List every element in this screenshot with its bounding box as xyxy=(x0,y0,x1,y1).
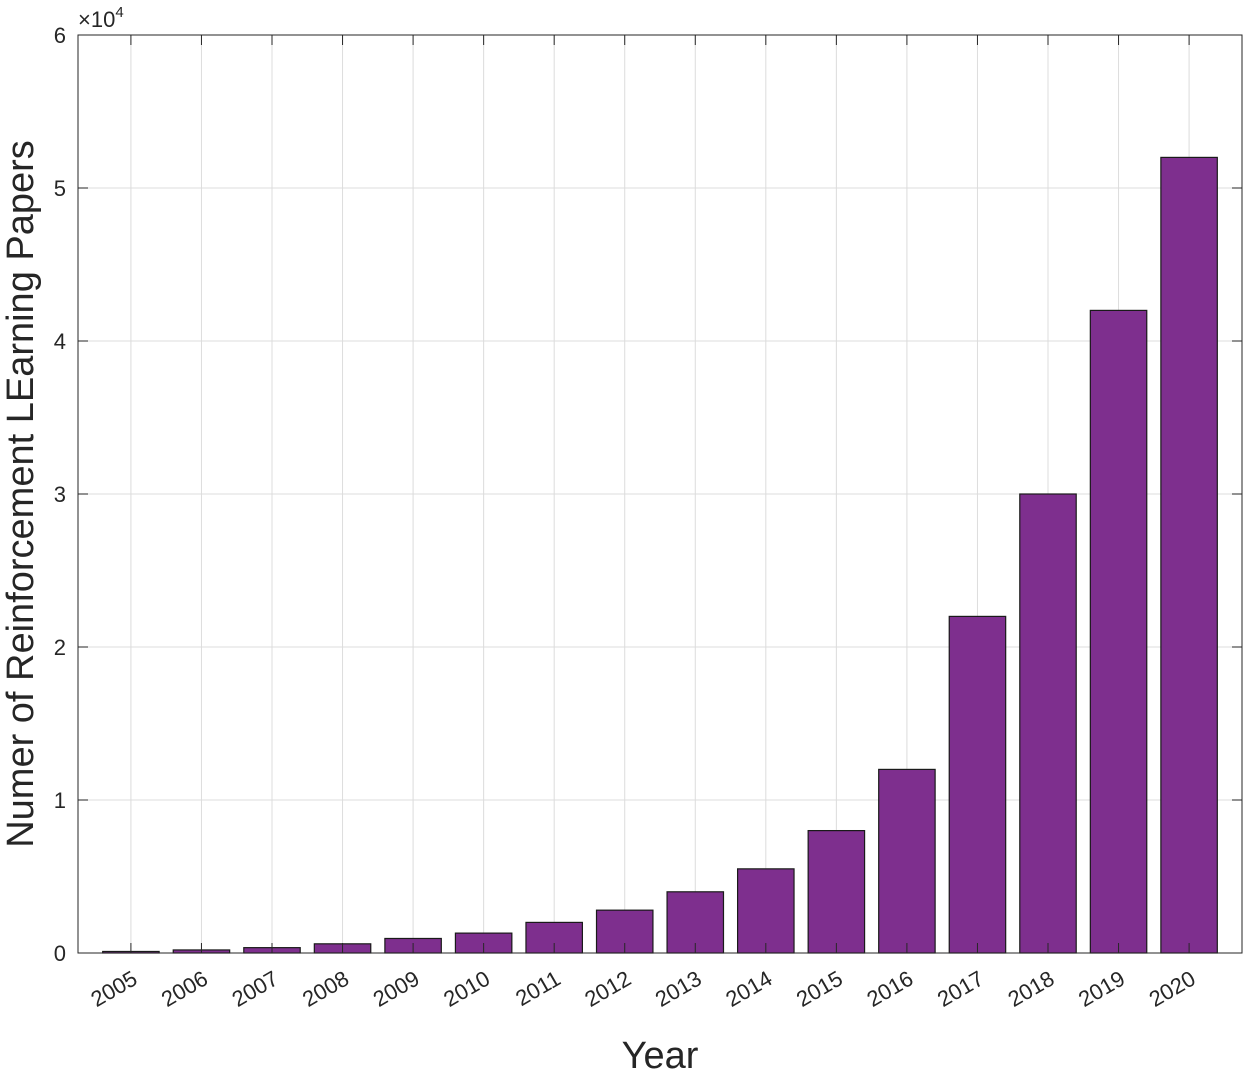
y-axis-exponent: ×104 xyxy=(78,4,124,32)
x-tick-label: 2005 xyxy=(87,966,142,1012)
y-tick-label: 4 xyxy=(54,329,66,354)
x-tick-label: 2014 xyxy=(721,966,776,1012)
y-tick-labels: 0 1 2 3 4 5 6 xyxy=(54,23,66,966)
bar-2013 xyxy=(666,891,725,954)
x-tick-labels: 2005 2006 2007 2008 2009 2010 2011 2012 2013 2014… xyxy=(87,966,1200,1012)
bar-2014 xyxy=(736,868,795,954)
x-tick-label: 2020 xyxy=(1145,966,1200,1012)
grid-layer xyxy=(78,35,1242,953)
x-tick-label: 2006 xyxy=(157,966,212,1012)
bar-2015 xyxy=(807,829,866,954)
y-tick-label: 0 xyxy=(54,941,66,966)
y-tick-label: 1 xyxy=(54,788,66,813)
y-axis-label: Numer of Reinforcement LEarning Papers xyxy=(0,140,42,848)
bar-2019 xyxy=(1089,309,1148,954)
x-tick-label: 2017 xyxy=(933,966,988,1012)
x-tick-label: 2016 xyxy=(863,966,918,1012)
x-tick-label: 2008 xyxy=(298,966,353,1012)
x-tick-label: 2010 xyxy=(439,966,494,1012)
x-tick-label: 2007 xyxy=(228,966,283,1012)
x-axis-label: Year xyxy=(622,1035,699,1074)
bar-2017 xyxy=(948,615,1007,954)
x-tick-label: 2019 xyxy=(1074,966,1129,1012)
bar-2016 xyxy=(878,768,936,954)
x-tick-label: 2018 xyxy=(1004,966,1059,1012)
x-tick-label: 2012 xyxy=(580,966,635,1012)
x-tick-label: 2013 xyxy=(651,966,706,1012)
y-tick-label: 6 xyxy=(54,23,66,48)
bar-2018 xyxy=(1019,493,1077,954)
x-tick-label: 2011 xyxy=(511,966,564,1011)
y-tick-label: 3 xyxy=(54,482,66,507)
bar-2020 xyxy=(1160,156,1218,954)
y-tick-label: 2 xyxy=(54,635,66,660)
tick-layer xyxy=(78,34,1242,954)
bar-layer xyxy=(102,156,1218,954)
x-tick-label: 2009 xyxy=(369,966,424,1012)
y-tick-label: 5 xyxy=(54,176,66,201)
x-tick-label: 2015 xyxy=(792,966,847,1012)
